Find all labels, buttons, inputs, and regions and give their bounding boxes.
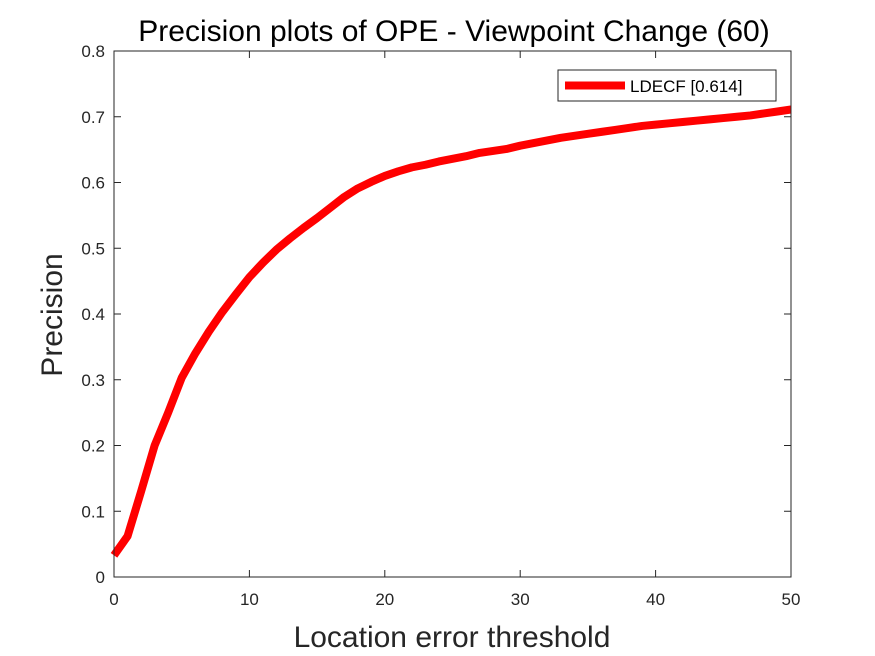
x-axis-label: Location error threshold (294, 621, 611, 654)
data-point (154, 445, 155, 446)
data-point (493, 150, 494, 151)
data-point (303, 227, 304, 228)
data-point (438, 161, 439, 162)
data-point (330, 207, 331, 208)
y-tick-label: 0 (96, 568, 105, 587)
data-point (466, 156, 467, 157)
data-point (357, 188, 358, 189)
data-point (317, 218, 318, 219)
data-point (276, 249, 277, 250)
data-point (777, 111, 778, 112)
data-point (560, 137, 561, 138)
x-tick-label: 30 (511, 590, 530, 609)
series-layer (110, 105, 792, 558)
data-point (614, 129, 615, 130)
y-tick-label: 0.3 (81, 371, 105, 390)
x-tick-label: 10 (240, 590, 259, 609)
data-point (709, 119, 710, 120)
plot-area (114, 51, 791, 577)
data-point (520, 145, 521, 146)
data-point (547, 140, 548, 141)
data-point (127, 536, 128, 537)
data-point (384, 175, 385, 176)
data-point (628, 127, 629, 128)
legend: LDECF [0.614] (557, 69, 777, 102)
y-tick-label: 0.6 (81, 174, 105, 193)
series-line-ldecf (110, 105, 792, 558)
data-point (601, 131, 602, 132)
data-point (235, 294, 236, 295)
data-point (398, 171, 399, 172)
data-point (479, 152, 480, 153)
y-tick-label: 0.5 (81, 239, 105, 258)
x-tick-label: 50 (782, 590, 801, 609)
y-tick-label: 0.8 (81, 42, 105, 61)
data-point (763, 113, 764, 114)
data-point (506, 148, 507, 149)
data-point (411, 167, 412, 168)
data-point (208, 331, 209, 332)
y-tick-label: 0.1 (81, 502, 105, 521)
data-point (262, 262, 263, 263)
data-point (181, 377, 182, 378)
data-point (425, 164, 426, 165)
data-point (750, 115, 751, 116)
data-point (290, 238, 291, 239)
y-tick-label: 0.2 (81, 437, 105, 456)
data-point (723, 118, 724, 119)
y-tick-label: 0.7 (81, 108, 105, 127)
data-point (642, 125, 643, 126)
data-point (195, 353, 196, 354)
x-tick-label: 40 (646, 590, 665, 609)
data-point (682, 122, 683, 123)
y-axis-label: Precision (36, 253, 69, 376)
data-point (736, 116, 737, 117)
legend-label-ldecf: LDECF [0.614] (630, 77, 742, 96)
data-point (655, 124, 656, 125)
axis-tick-labels: 0 10 20 30 40 50 0 0.1 0.2 0.3 0.4 0.5 0.6 0.7 0.8 (81, 42, 800, 609)
x-tick-label: 20 (375, 590, 394, 609)
data-point (452, 158, 453, 159)
data-point (669, 123, 670, 124)
x-tick-label: 0 (109, 590, 118, 609)
data-point (574, 135, 575, 136)
data-point (587, 133, 588, 134)
data-point (371, 181, 372, 182)
data-point (141, 491, 142, 492)
y-tick-label: 0.4 (81, 305, 105, 324)
data-point (222, 312, 223, 313)
data-point (533, 143, 534, 144)
plot-frame (113, 50, 792, 578)
data-point (249, 277, 250, 278)
chart-title: Precision plots of OPE - Viewpoint Chang… (138, 15, 769, 48)
data-point (168, 412, 169, 413)
data-point (344, 196, 345, 197)
data-point (696, 120, 697, 121)
